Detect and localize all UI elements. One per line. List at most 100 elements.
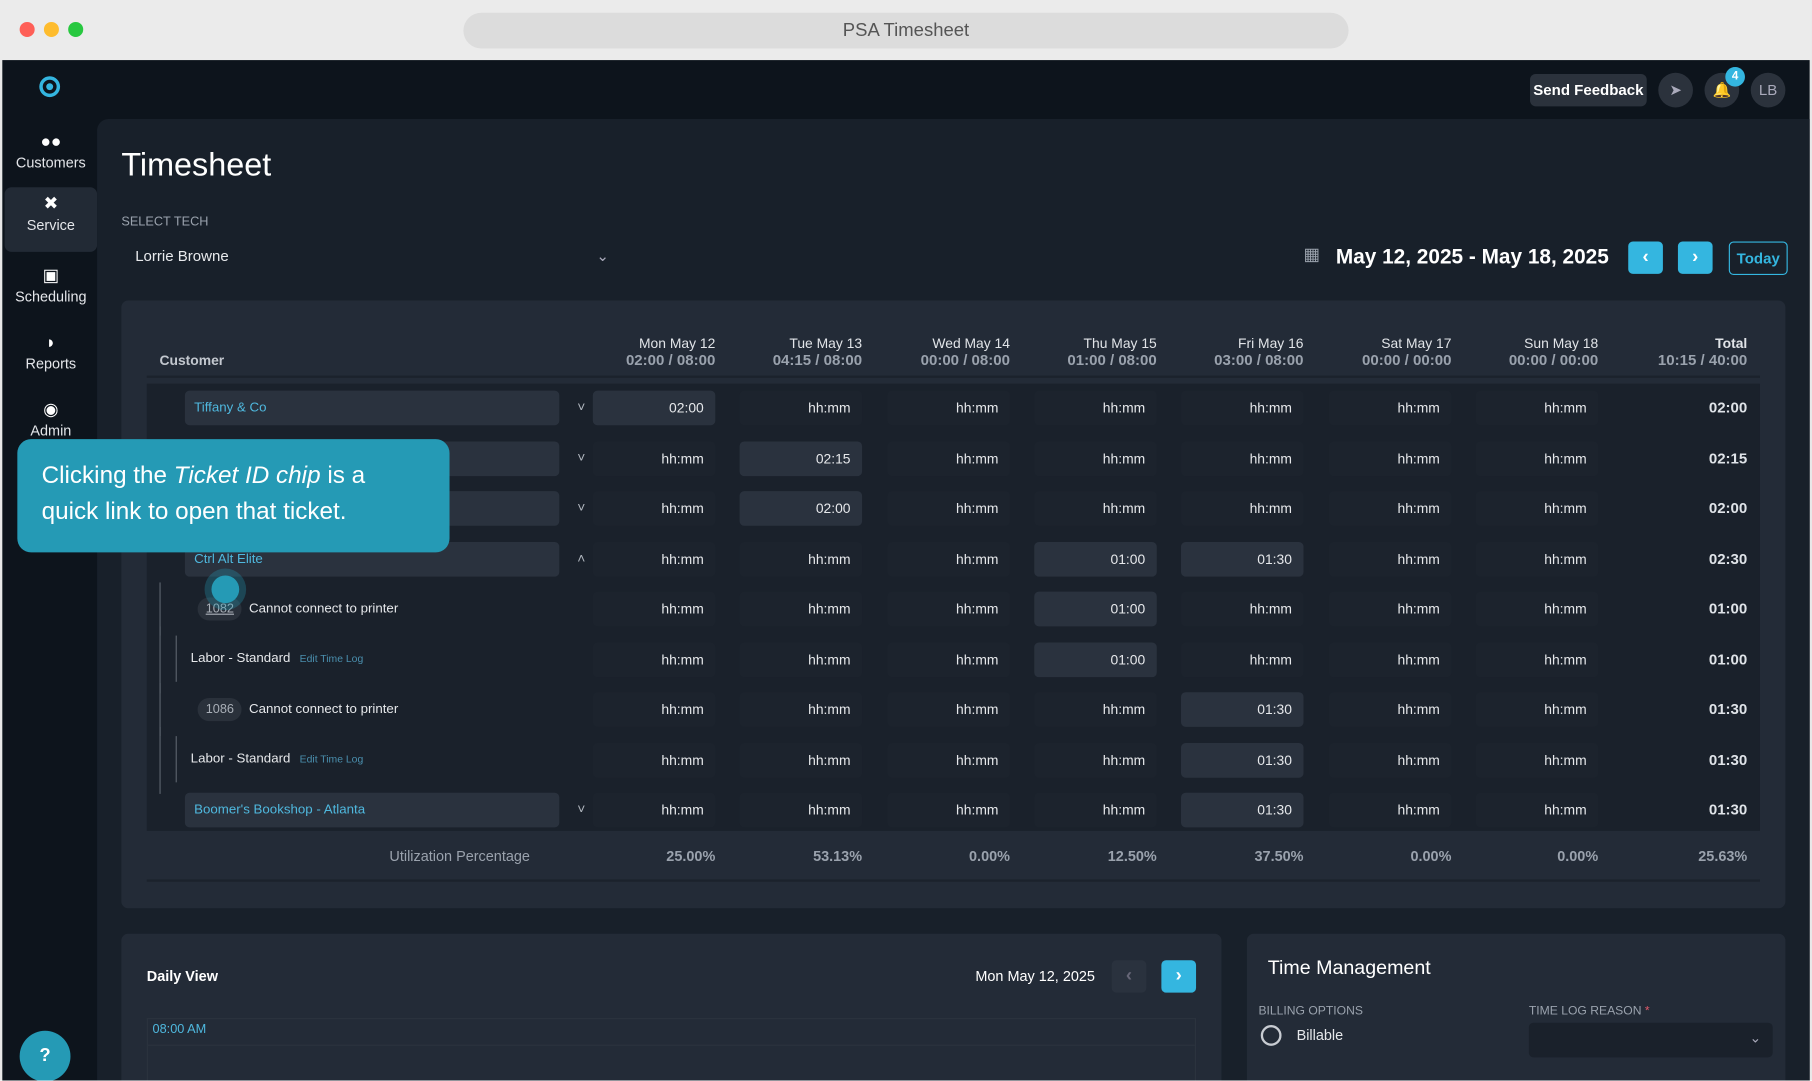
edit-time-log-link[interactable]: Edit Time Log	[299, 652, 364, 664]
next-week-button[interactable]: ›	[1677, 241, 1713, 274]
time-input[interactable]: hh:mm	[887, 440, 1010, 476]
time-input[interactable]: hh:mm	[1328, 440, 1452, 476]
time-input[interactable]: hh:mm	[887, 591, 1010, 627]
send-feedback-button[interactable]: Send Feedback	[1530, 73, 1647, 107]
time-input[interactable]: hh:mm	[1475, 591, 1599, 627]
time-input[interactable]: hh:mm	[1034, 440, 1157, 476]
time-input[interactable]: hh:mm	[1328, 390, 1452, 426]
time-input[interactable]: 01:30	[1181, 692, 1304, 727]
time-input[interactable]: hh:mm	[1475, 742, 1599, 778]
time-log-reason-select[interactable]: ⌄	[1528, 1022, 1773, 1058]
chevron-down-icon[interactable]: ˅	[577, 398, 586, 415]
time-input[interactable]: hh:mm	[1034, 390, 1157, 426]
time-input[interactable]: hh:mm	[592, 440, 716, 476]
time-input[interactable]: hh:mm	[1475, 641, 1599, 677]
time-input[interactable]: hh:mm	[1475, 792, 1599, 828]
time-input[interactable]: 01:30	[1181, 541, 1304, 577]
time-input[interactable]: hh:mm	[887, 491, 1010, 526]
time-input[interactable]: hh:mm	[1328, 792, 1452, 828]
time-input[interactable]: hh:mm	[887, 792, 1010, 828]
time-input[interactable]: hh:mm	[1475, 390, 1599, 426]
time-input[interactable]: hh:mm	[592, 742, 716, 778]
time-input[interactable]: hh:mm	[739, 641, 863, 677]
next-day-button[interactable]: ›	[1161, 960, 1197, 993]
time-input[interactable]: hh:mm	[1328, 591, 1452, 627]
time-input[interactable]: hh:mm	[592, 692, 716, 727]
time-input[interactable]: hh:mm	[592, 491, 716, 526]
time-input[interactable]: hh:mm	[1181, 591, 1304, 627]
sidebar-item-customers[interactable]: ●● Customers	[15, 131, 86, 172]
sidebar-item-reports[interactable]: ◗ Reports	[25, 332, 77, 373]
time-input[interactable]: hh:mm	[1328, 742, 1452, 778]
day-hours: 00:00 / 00:00	[1508, 351, 1599, 369]
previous-day-button[interactable]: ‹	[1111, 960, 1147, 993]
time-input[interactable]: hh:mm	[739, 742, 863, 778]
day-header: Sat May 17 00:00 / 00:00	[1301, 335, 1451, 369]
time-input[interactable]: hh:mm	[1034, 792, 1157, 828]
ticket-id-chip[interactable]: 1082	[197, 597, 243, 621]
time-input[interactable]: hh:mm	[887, 541, 1010, 577]
maximize-window-button[interactable]	[68, 21, 84, 37]
app-logo-icon[interactable]	[39, 76, 61, 98]
time-management-panel: Time Management BILLING OPTIONS Billable…	[1246, 933, 1786, 1081]
avatar[interactable]: LB	[1750, 72, 1786, 108]
time-input[interactable]: 01:00	[1034, 541, 1157, 577]
time-input[interactable]: hh:mm	[1475, 541, 1599, 577]
edit-time-log-link[interactable]: Edit Time Log	[299, 752, 364, 765]
time-input[interactable]: 01:30	[1181, 742, 1304, 778]
time-input[interactable]: hh:mm	[739, 591, 863, 627]
customer-name-field[interactable]: Boomer's Bookshop - Atlanta	[184, 792, 560, 828]
tree-line	[159, 682, 161, 737]
time-input[interactable]: hh:mm	[1328, 541, 1452, 577]
time-input[interactable]: hh:mm	[1181, 390, 1304, 426]
time-input[interactable]: hh:mm	[887, 641, 1010, 677]
time-input[interactable]: hh:mm	[1181, 440, 1304, 476]
ticket-id-chip[interactable]: 1086	[197, 697, 243, 722]
billable-radio[interactable]	[1260, 1025, 1282, 1046]
sidebar-item-service[interactable]: ✖ Service	[4, 187, 98, 252]
chevron-up-icon[interactable]: ˄	[577, 549, 586, 566]
time-input[interactable]: hh:mm	[887, 742, 1010, 778]
previous-week-button[interactable]: ‹	[1628, 241, 1663, 274]
send-icon[interactable]: ➤	[1658, 72, 1693, 108]
time-input[interactable]: 02:15	[739, 440, 863, 476]
chevron-down-icon[interactable]: ˅	[577, 800, 586, 818]
customer-name-field[interactable]: Tiffany & Co	[184, 390, 560, 426]
time-input[interactable]: hh:mm	[887, 692, 1010, 727]
minimize-window-button[interactable]	[43, 21, 59, 37]
time-input[interactable]: 01:00	[1034, 591, 1157, 627]
help-button[interactable]: ?	[19, 1030, 71, 1081]
time-input[interactable]: hh:mm	[1475, 692, 1599, 727]
time-input[interactable]: hh:mm	[1181, 491, 1304, 526]
time-input[interactable]: hh:mm	[1034, 692, 1157, 727]
time-input[interactable]: hh:mm	[1475, 491, 1599, 526]
time-input[interactable]: 01:00	[1034, 641, 1157, 677]
chevron-down-icon[interactable]: ˅	[577, 499, 586, 516]
tech-select[interactable]: Lorrie Browne ⌄	[121, 239, 618, 274]
time-input[interactable]: hh:mm	[592, 792, 716, 828]
time-input[interactable]: hh:mm	[739, 792, 863, 828]
time-input[interactable]: 02:00	[739, 491, 863, 526]
today-button[interactable]: Today	[1728, 241, 1788, 276]
time-input[interactable]: hh:mm	[739, 692, 863, 727]
time-input[interactable]: hh:mm	[1328, 641, 1452, 677]
time-input[interactable]: hh:mm	[1328, 491, 1452, 526]
close-window-button[interactable]	[19, 21, 35, 37]
time-input[interactable]: hh:mm	[1475, 440, 1599, 476]
time-input[interactable]: hh:mm	[739, 541, 863, 577]
time-input[interactable]: hh:mm	[1034, 742, 1157, 778]
time-input[interactable]: hh:mm	[1181, 641, 1304, 677]
tooltip-emphasis: Ticket ID chip	[173, 462, 321, 489]
time-input[interactable]: hh:mm	[887, 390, 1010, 426]
sidebar-item-admin[interactable]: ◉ Admin	[30, 399, 72, 440]
time-input[interactable]: 01:30	[1181, 792, 1304, 828]
time-input[interactable]: hh:mm	[592, 591, 716, 627]
sidebar-item-scheduling[interactable]: ▣ Scheduling	[15, 265, 87, 306]
time-input[interactable]: hh:mm	[1034, 491, 1157, 526]
time-input[interactable]: hh:mm	[592, 641, 716, 677]
time-input[interactable]: hh:mm	[592, 541, 716, 577]
time-input[interactable]: 02:00	[592, 390, 716, 426]
time-input[interactable]: hh:mm	[739, 390, 863, 426]
chevron-down-icon[interactable]: ˅	[577, 448, 586, 466]
time-input[interactable]: hh:mm	[1328, 692, 1452, 727]
